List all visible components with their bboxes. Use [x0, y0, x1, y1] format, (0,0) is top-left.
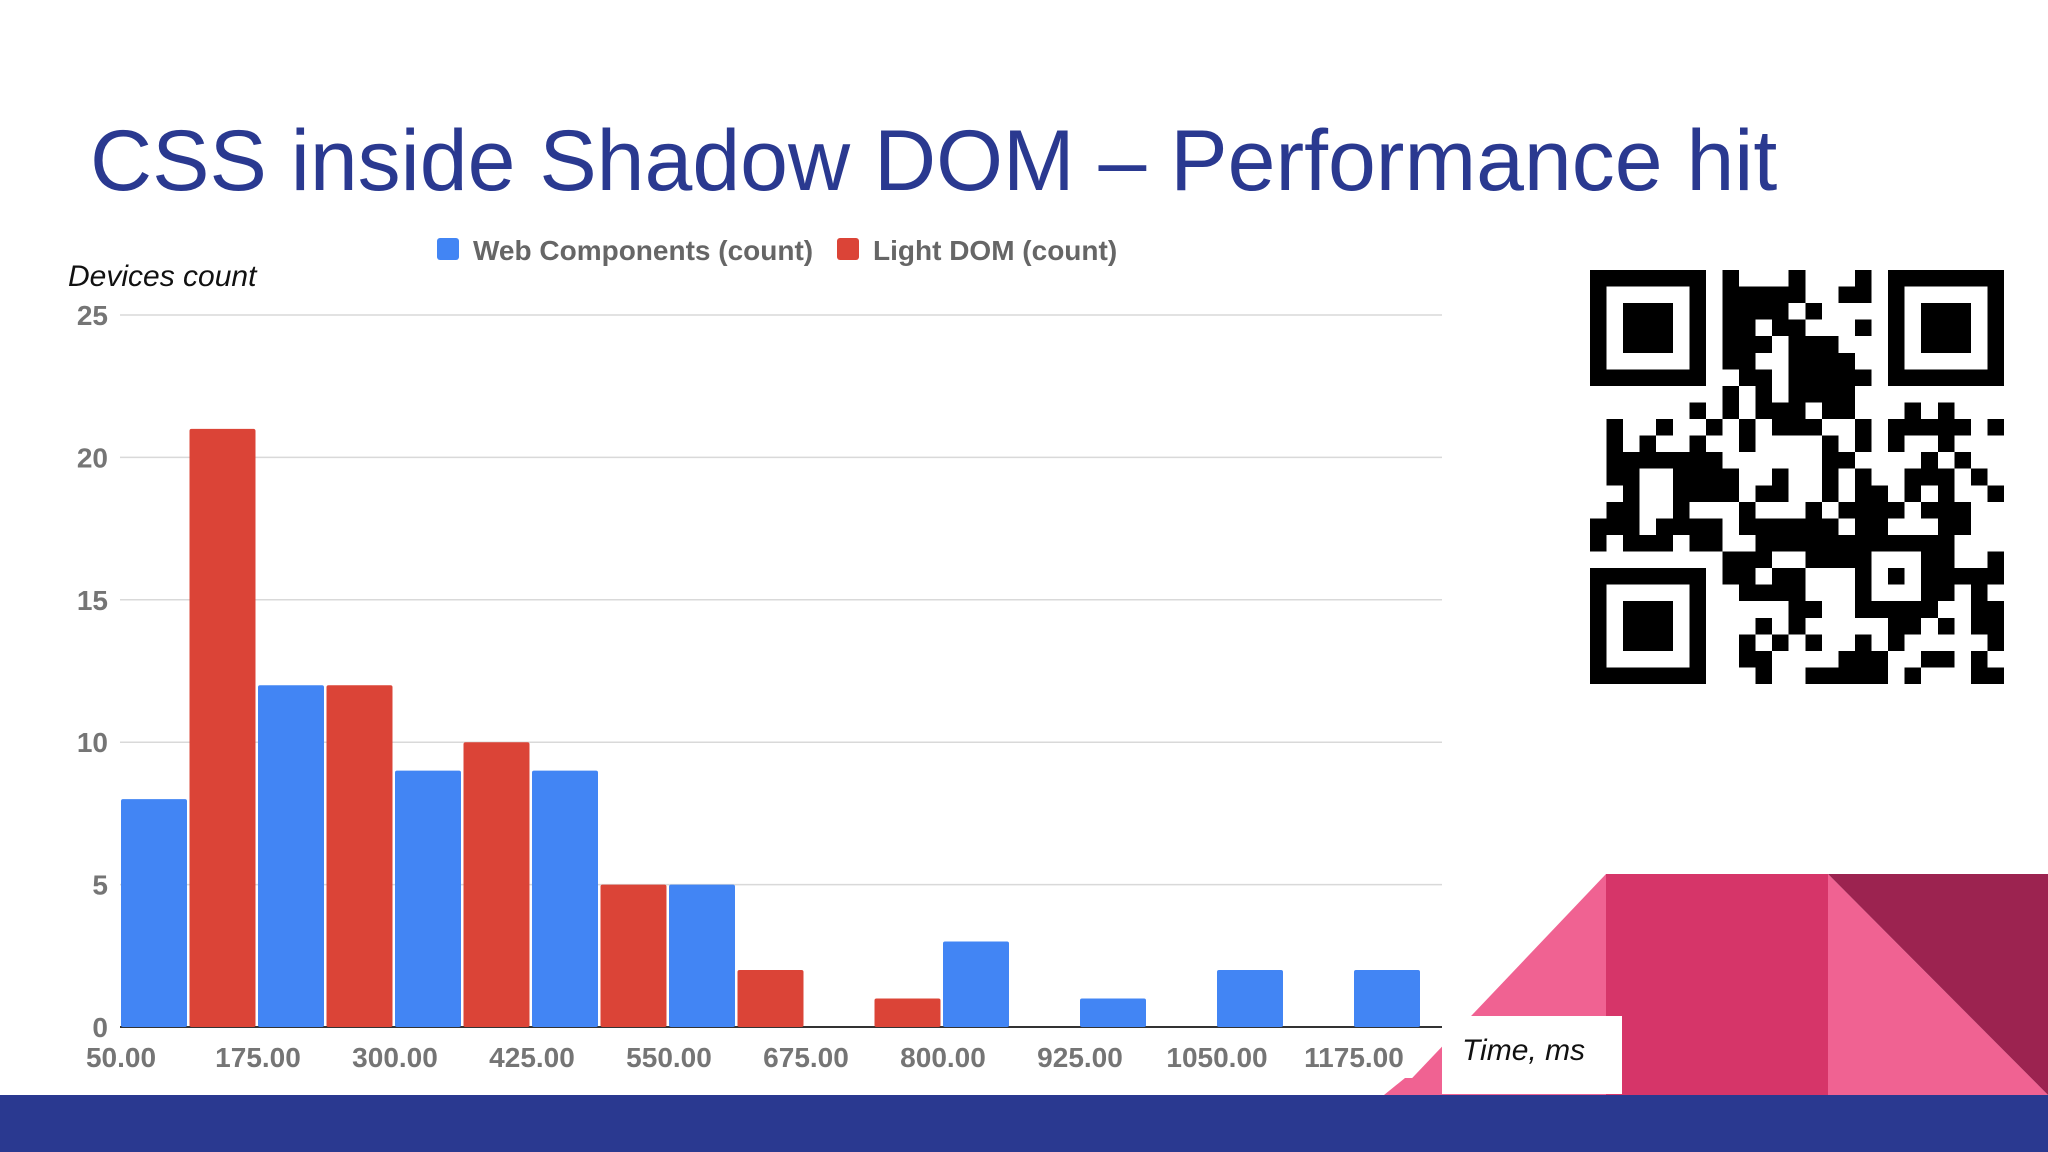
y-axis-label: Devices count: [68, 260, 257, 293]
legend-swatch-web-components: [437, 238, 459, 260]
bar: [463, 742, 530, 1027]
bar: [943, 941, 1009, 1027]
x-tick-label: 550.00: [626, 1042, 712, 1073]
bars: [121, 428, 1420, 1027]
chart: Web Components (count) Light DOM (count)…: [77, 235, 1442, 1073]
bar: [737, 970, 804, 1027]
x-tick-label: 1050.00: [1166, 1042, 1267, 1073]
y-tick-label: 5: [92, 870, 108, 901]
x-tick-label: 675.00: [763, 1042, 849, 1073]
qr-code-icon: [1590, 270, 2004, 684]
legend-label-web-components: Web Components (count): [473, 235, 813, 266]
footer-bar: [0, 1095, 2048, 1152]
legend-label-light-dom: Light DOM (count): [873, 235, 1117, 266]
bar: [1354, 970, 1420, 1027]
bar: [258, 685, 324, 1027]
y-tick-label: 15: [77, 585, 108, 616]
bar: [600, 884, 667, 1027]
legend: Web Components (count) Light DOM (count): [437, 235, 1117, 266]
x-tick-label: 425.00: [489, 1042, 575, 1073]
x-tick-label: 1175.00: [1304, 1042, 1404, 1073]
x-axis-label-box: Time, ms: [1442, 1016, 1622, 1094]
bar: [874, 998, 941, 1027]
deco-small-pink: [1384, 1078, 1442, 1095]
y-tick-label: 10: [77, 727, 108, 758]
bar: [1080, 998, 1146, 1027]
bar: [669, 884, 735, 1027]
slide-title: CSS inside Shadow DOM – Performance hit: [90, 113, 1778, 209]
y-tick-label: 25: [77, 300, 108, 331]
x-tick-labels: 50.00 175.00 300.00 425.00 550.00 675.00 800.0…: [86, 1042, 1404, 1073]
bar: [326, 685, 393, 1027]
legend-swatch-light-dom: [837, 238, 859, 260]
x-tick-label: 800.00: [900, 1042, 986, 1073]
x-tick-label: 300.00: [352, 1042, 438, 1073]
bar: [121, 799, 187, 1027]
x-tick-label: 50.00: [86, 1042, 156, 1073]
y-tick-label: 20: [77, 442, 108, 473]
bar: [395, 770, 461, 1027]
bar: [532, 770, 598, 1027]
y-tick-labels: 0 5 10 15 20 25: [77, 300, 108, 1043]
bar: [189, 428, 256, 1027]
x-tick-label: 925.00: [1037, 1042, 1123, 1073]
x-tick-label: 175.00: [215, 1042, 301, 1073]
x-axis-label: Time, ms: [1462, 1034, 1586, 1067]
deco-dark-block: [1828, 874, 2048, 1095]
y-tick-label: 0: [92, 1012, 108, 1043]
deco-magenta-block: [1606, 874, 1828, 1095]
bar: [1217, 970, 1283, 1027]
